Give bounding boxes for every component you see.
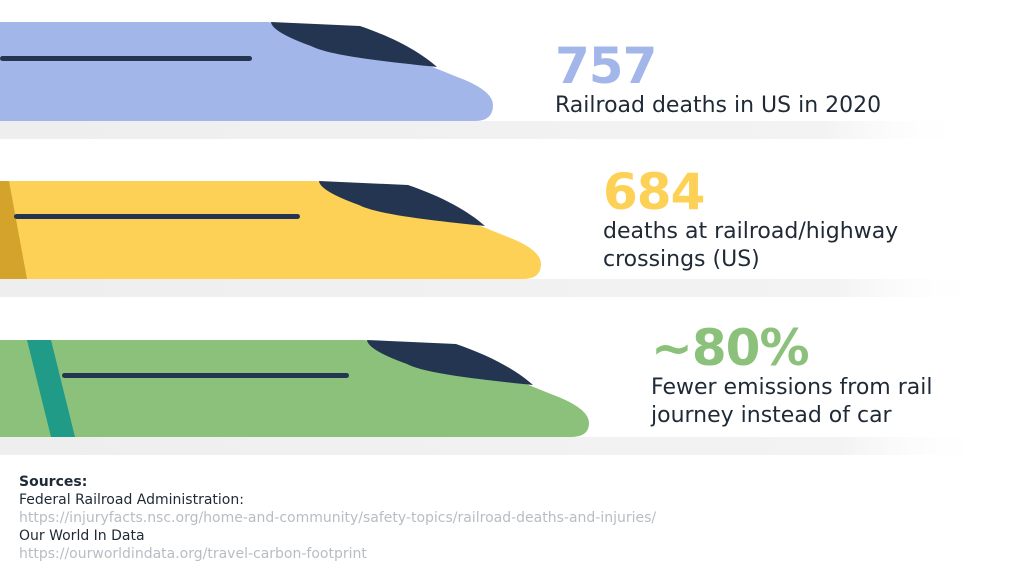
blue-train-icon	[0, 22, 970, 139]
stat-railroad-deaths: 757 Railroad deaths in US in 2020	[555, 40, 881, 120]
stat-emissions: ~80% Fewer emissions from rail journey i…	[651, 322, 932, 430]
stat-value: 757	[555, 37, 657, 95]
source-url[interactable]: https://ourworldindata.org/travel-carbon…	[19, 546, 367, 562]
track-shadow-1	[0, 121, 970, 139]
green-train-window	[367, 340, 533, 385]
blue-train-window	[271, 22, 437, 67]
yellow-train-stripe	[14, 214, 300, 219]
yellow-train-body	[0, 181, 541, 279]
source-url[interactable]: https://injuryfacts.nsc.org/home-and-com…	[19, 510, 657, 526]
stat-label: Fewer emissions from rail journey instea…	[651, 374, 932, 430]
stat-crossing-deaths: 684 deaths at railroad/highway crossings…	[603, 166, 898, 274]
stat-label: deaths at railroad/highway crossings (US…	[603, 218, 898, 274]
stat-label: Railroad deaths in US in 2020	[555, 92, 881, 120]
stat-label-line: Fewer emissions from rail	[651, 375, 933, 400]
green-train-stripe	[62, 373, 349, 378]
blue-train-stripe	[0, 56, 252, 61]
track-shadow-2	[0, 279, 985, 297]
stat-label-line: journey instead of car	[651, 403, 892, 428]
track-shadow-3	[0, 437, 990, 455]
stat-label-line: Railroad deaths in US in 2020	[555, 93, 882, 118]
source-name: Our World In Data	[19, 528, 145, 544]
yellow-train-window	[319, 181, 485, 226]
green-train-body	[0, 340, 589, 437]
green-train-icon	[0, 340, 990, 455]
stat-label-line: deaths at railroad/highway	[603, 219, 899, 244]
source-name: Federal Railroad Administration:	[19, 492, 244, 508]
stat-value: ~80%	[651, 319, 810, 377]
yellow-train-nose-band	[0, 181, 27, 279]
yellow-train-icon	[0, 181, 985, 297]
sources-block: Sources: Federal Railroad Administration…	[19, 473, 656, 563]
green-train-band	[27, 340, 75, 437]
stat-label-line: crossings (US)	[603, 247, 760, 272]
sources-heading: Sources:	[19, 474, 88, 490]
stat-value: 684	[603, 163, 705, 221]
blue-train-body	[0, 22, 493, 121]
